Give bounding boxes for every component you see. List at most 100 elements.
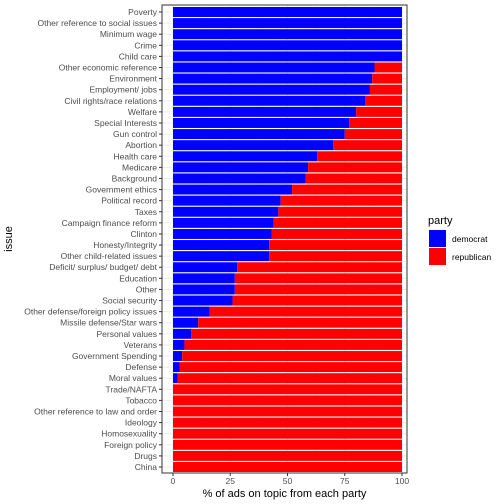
bar-republican [237, 262, 402, 273]
y-tick-label: Education [119, 273, 157, 283]
bar-republican [271, 228, 402, 239]
bar-democrat [173, 206, 279, 217]
bar-republican [173, 417, 402, 428]
bar-republican [269, 251, 402, 262]
y-tick-label: Political record [101, 196, 157, 206]
y-tick-label: Medicare [122, 162, 157, 172]
bar-republican [184, 339, 402, 350]
y-tick-label: Ideology [125, 418, 158, 428]
y-tick-label: Welfare [128, 107, 157, 117]
x-tick-label: 0 [171, 476, 176, 486]
bar-republican [269, 240, 402, 251]
bar-democrat [173, 184, 293, 195]
legend-label-democrat: democrat [452, 234, 488, 244]
y-tick-label: Government ethics [86, 185, 157, 195]
legend: party democrat republican [428, 215, 491, 265]
y-axis-title: issue [3, 226, 15, 252]
bar-democrat [173, 173, 306, 184]
bar-republican [292, 184, 402, 195]
y-tick-label: Background [112, 173, 158, 183]
bar-democrat [173, 18, 402, 29]
bar-democrat [173, 228, 272, 239]
bar-republican [173, 395, 402, 406]
bar-republican [374, 62, 402, 73]
y-tick-label: Environment [109, 74, 157, 84]
y-tick-label: Poverty [128, 7, 158, 17]
x-tick-label: 100 [395, 476, 409, 486]
bar-democrat [173, 29, 402, 40]
bar-democrat [173, 262, 238, 273]
bar-democrat [173, 328, 192, 339]
bar-republican [356, 106, 402, 117]
bar-republican [333, 140, 402, 151]
bar-democrat [173, 62, 375, 73]
y-tick-label: China [135, 462, 157, 472]
bar-republican [234, 284, 402, 295]
bar-democrat [173, 106, 357, 117]
bar-republican [179, 362, 402, 373]
bar-democrat [173, 362, 180, 373]
bar-republican [198, 317, 402, 328]
bar-republican [209, 306, 402, 317]
bar-democrat [173, 140, 334, 151]
bar-republican [173, 439, 402, 450]
y-tick-label: Tobacco [125, 395, 157, 405]
y-tick-label: Child care [119, 51, 158, 61]
bar-republican [344, 129, 402, 140]
bar-democrat [173, 240, 270, 251]
y-tick-label: Social security [102, 296, 158, 306]
bar-democrat [173, 306, 210, 317]
bar-republican [273, 217, 402, 228]
bar-democrat [173, 317, 199, 328]
legend-label-republican: republican [452, 252, 491, 262]
bar-democrat [173, 351, 183, 362]
bar-democrat [173, 95, 366, 106]
bar-democrat [173, 84, 370, 95]
bars [173, 7, 402, 472]
y-tick-label: Campaign finance reform [62, 218, 157, 228]
bar-republican [173, 384, 402, 395]
y-tick-label: Gun control [113, 129, 157, 139]
legend-key-democrat [429, 230, 446, 247]
y-tick-label: Other defense/foreign policy issues [24, 307, 157, 317]
bar-republican [308, 162, 402, 173]
bar-republican [349, 117, 402, 128]
y-tick-label: Veterans [123, 340, 157, 350]
y-tick-label: Other reference to law and order [34, 407, 157, 417]
bar-democrat [173, 284, 235, 295]
bar-republican [280, 195, 402, 206]
bar-republican [177, 373, 402, 384]
bar-republican [173, 406, 402, 417]
bar-democrat [173, 217, 274, 228]
y-tick-label: Defense [125, 362, 157, 372]
bar-democrat [173, 273, 235, 284]
y-tick-label: Employment/ jobs [89, 85, 157, 95]
y-tick-label: Other economic reference [59, 62, 158, 72]
y-tick-label: Honesty/Integrity [93, 240, 158, 250]
legend-title: party [428, 215, 453, 227]
bar-republican [372, 73, 402, 84]
bar-democrat [173, 195, 281, 206]
bar-republican [232, 295, 402, 306]
bar-democrat [173, 251, 270, 262]
x-axis-title: % of ads on topic from each party [203, 488, 367, 500]
y-tick-label: Abortion [125, 140, 157, 150]
y-tick-label: Health care [114, 151, 158, 161]
y-tick-label: Deficit/ surplus/ budget/ debt [49, 262, 157, 272]
y-tick-label: Trade/NAFTA [106, 384, 158, 394]
bar-republican [173, 462, 402, 472]
y-tick-label: Other [136, 284, 157, 294]
y-tick-label: Government Spending [72, 351, 157, 361]
bar-republican [305, 173, 402, 184]
bar-republican [173, 428, 402, 439]
bar-republican [234, 273, 402, 284]
panel-border [161, 4, 408, 474]
y-tick-label: Civil rights/race relations [64, 96, 157, 106]
x-tick-label: 75 [340, 476, 350, 486]
x-tick-label: 25 [226, 476, 236, 486]
y-tick-label: Clinton [131, 229, 158, 239]
bar-democrat [173, 7, 402, 17]
y-tick-label: Missile defense/Star wars [60, 318, 157, 328]
